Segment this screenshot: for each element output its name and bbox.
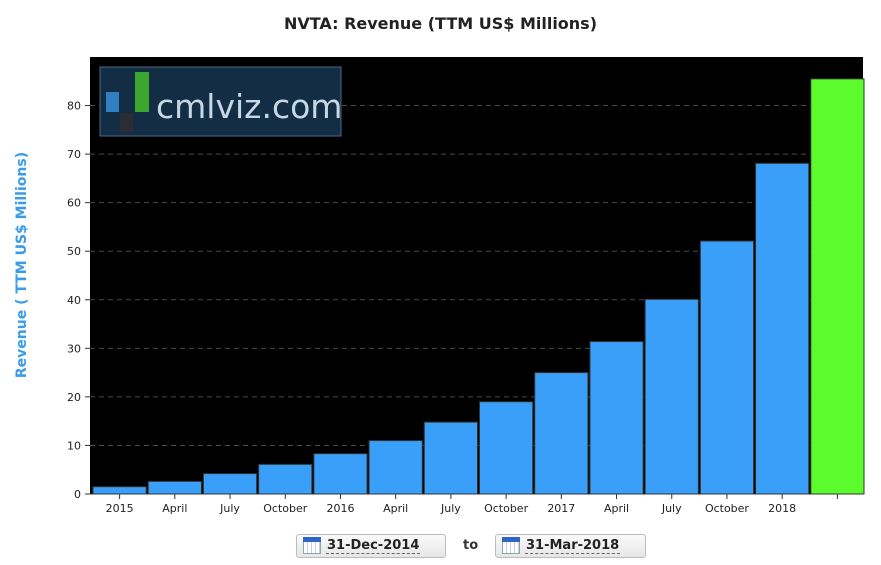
bar[interactable] [755,162,810,495]
x-tick-label: April [604,502,629,515]
x-tick-label: 2018 [768,502,796,515]
y-tick-label: 30 [67,342,81,355]
start-date-value: 31-Dec-2014 [326,538,421,554]
x-tick-label: October [705,502,749,515]
end-date-value: 31-Mar-2018 [525,538,621,554]
bar[interactable] [423,421,478,495]
range-separator: to [463,538,479,553]
y-tick-label: 60 [67,197,81,210]
start-date-picker[interactable]: 31-Dec-2014 [296,534,446,558]
calendar-icon [303,537,321,554]
x-tick-label: July [219,502,240,515]
y-tick-label: 0 [74,488,81,501]
x-tick-label: 2017 [547,502,575,515]
x-tick-label: 2016 [326,502,354,515]
bar[interactable] [589,341,644,495]
y-tick-label: 70 [67,148,81,161]
bar[interactable] [258,463,313,495]
x-axis: 2015 April July October 2016 April July October… [90,493,863,515]
x-tick-label: July [440,502,461,515]
bar[interactable] [699,240,755,495]
y-tick-label: 10 [67,439,81,452]
bar-highlighted[interactable] [810,78,865,495]
bar[interactable] [644,298,699,495]
x-tick-label: 2015 [106,502,134,515]
x-tick-label: October [484,502,528,515]
x-tick-label: October [263,502,307,515]
end-date-picker[interactable]: 31-Mar-2018 [495,534,646,558]
chart-title: NVTA: Revenue (TTM US$ Millions) [283,14,598,33]
bar[interactable] [368,440,423,495]
y-tick-label: 40 [67,294,81,307]
bar[interactable] [92,486,147,495]
x-tick-label: April [162,502,187,515]
calendar-icon [502,537,520,554]
bar[interactable] [202,473,258,495]
bar[interactable] [479,401,534,495]
y-tick-label: 50 [67,245,81,258]
y-tick-label: 80 [67,100,81,113]
x-tick-label: April [383,502,408,515]
y-tick-label: 20 [67,391,81,404]
bar[interactable] [147,480,202,495]
x-tick-label: July [661,502,682,515]
svg-text:cmlviz.com: cmlviz.com [156,87,342,126]
y-axis: 0 10 20 30 40 50 60 70 80 [67,100,90,501]
bar[interactable] [313,453,368,495]
bars [92,78,865,495]
cmlviz-logo: cmlviz.com [99,66,342,137]
bar[interactable] [534,372,589,495]
